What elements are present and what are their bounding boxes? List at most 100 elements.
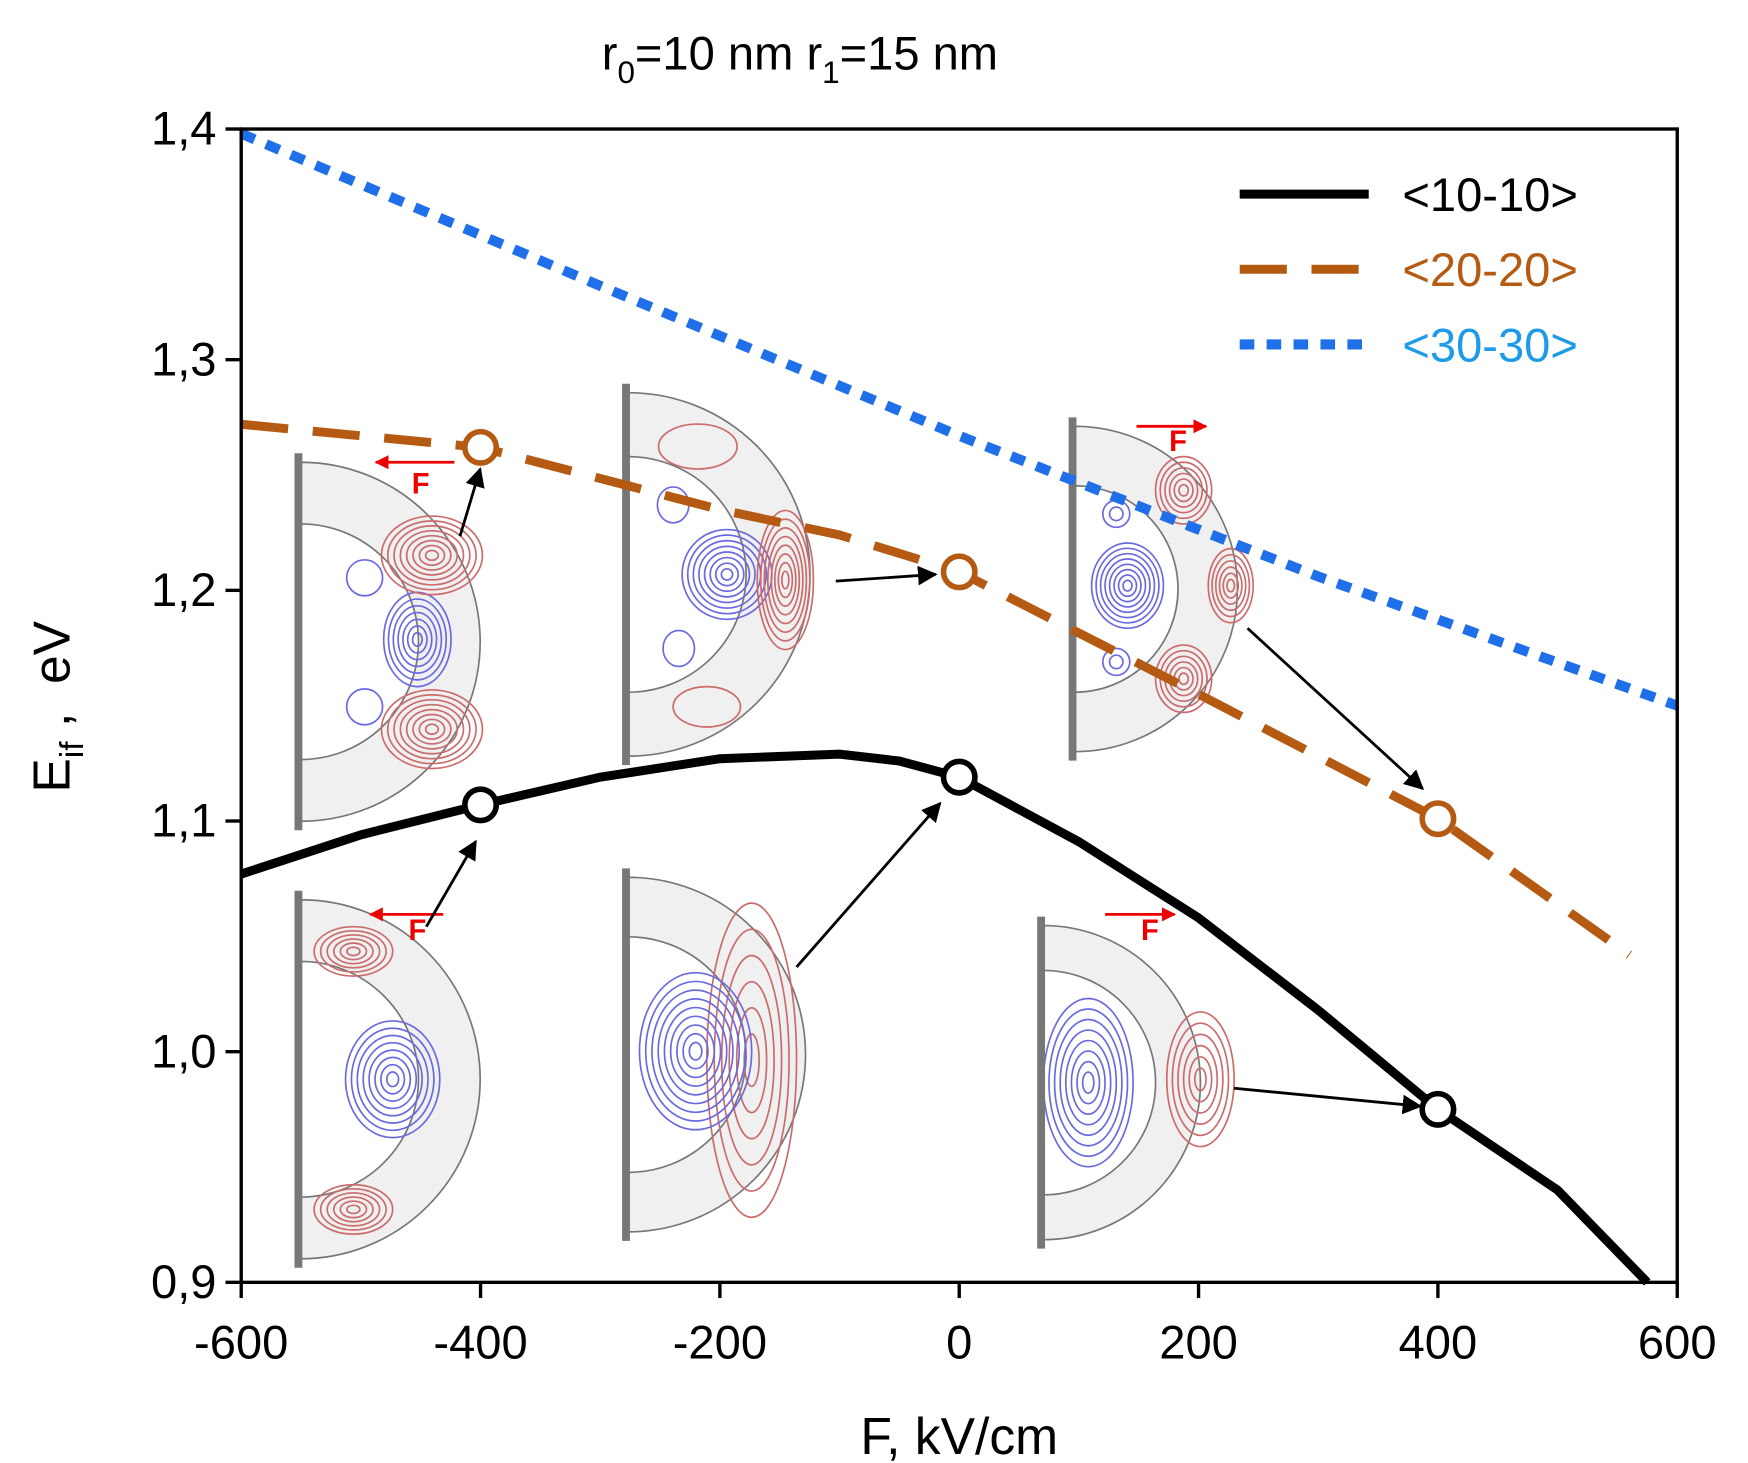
contour — [399, 529, 465, 581]
x-tick-label: -400 — [433, 1316, 527, 1369]
contour — [1178, 672, 1190, 686]
contour — [1053, 1018, 1123, 1147]
legend-label: <30-30> — [1402, 318, 1578, 371]
arrow — [1233, 1086, 1423, 1115]
contour — [412, 713, 452, 745]
contour — [332, 1196, 374, 1223]
contour — [1193, 1067, 1207, 1092]
contour — [1099, 552, 1156, 619]
highlight-point — [462, 428, 500, 466]
contour — [698, 545, 756, 604]
contour — [405, 534, 459, 576]
title-sub: 1 — [822, 55, 839, 90]
contour — [669, 1015, 722, 1087]
contour — [773, 553, 797, 607]
plot-root: FFF F r0=10 nm r1=15 nm Eif , eV F, kV/cm… — [23, 27, 1717, 1463]
contour — [1177, 1033, 1224, 1125]
contour — [709, 556, 745, 593]
contour — [1226, 578, 1236, 593]
y-label-sub: if — [54, 741, 91, 758]
contour — [411, 631, 423, 648]
x-tick-label: 0 — [946, 1316, 972, 1369]
highlight-point — [940, 758, 978, 796]
y-label-part: , eV — [23, 620, 81, 741]
contour — [1182, 1044, 1219, 1114]
inset: F — [1037, 907, 1235, 1249]
arrow — [1246, 627, 1425, 791]
contour — [663, 1006, 728, 1096]
contour — [638, 971, 753, 1131]
contour — [386, 520, 477, 591]
contour — [1101, 647, 1131, 677]
contour — [1095, 547, 1160, 624]
contour — [380, 689, 484, 770]
y-tick-label: 1,4 — [151, 102, 217, 155]
contour — [688, 1041, 703, 1061]
contour — [1222, 572, 1240, 599]
contour — [386, 694, 477, 765]
contour — [1211, 553, 1251, 618]
contour — [362, 1041, 423, 1117]
highlight-point — [940, 553, 978, 591]
contour — [313, 925, 394, 977]
arrows — [425, 467, 1425, 1115]
contour — [346, 946, 361, 957]
contour — [402, 618, 433, 661]
y-label-part: E — [23, 758, 81, 792]
legend-label: <10-10> — [1402, 168, 1578, 221]
contour — [339, 942, 368, 961]
contour — [777, 561, 794, 599]
x-tick-label: 200 — [1159, 1316, 1238, 1369]
field-label: F — [412, 469, 430, 501]
contour — [368, 1049, 418, 1110]
contour — [393, 525, 471, 586]
contour — [1218, 566, 1243, 605]
contour — [763, 527, 808, 634]
contour — [735, 1006, 768, 1114]
contour — [756, 509, 815, 651]
contour — [319, 929, 387, 973]
series-line — [240, 419, 1632, 959]
contour — [313, 1183, 394, 1235]
x-tick-label: 600 — [1638, 1316, 1717, 1369]
contour — [1048, 1008, 1129, 1158]
contour — [662, 629, 696, 668]
contour — [326, 1192, 381, 1227]
inset: F — [294, 453, 484, 831]
contour — [345, 558, 384, 597]
inset — [622, 868, 807, 1241]
x-tick-label: -200 — [673, 1316, 767, 1369]
contour — [1165, 1011, 1235, 1148]
y-axis-label: Eif , eV — [23, 620, 91, 792]
field-label: F — [408, 915, 426, 947]
x-tick-label: -600 — [194, 1316, 288, 1369]
contour — [651, 989, 741, 1114]
title-part: =15 nm — [840, 27, 998, 80]
contour — [392, 604, 443, 674]
contour — [1108, 654, 1124, 670]
contour — [385, 1071, 400, 1088]
contour — [344, 1020, 441, 1139]
contour — [405, 708, 459, 750]
contour — [676, 1024, 716, 1079]
contour — [1076, 1060, 1101, 1105]
contour — [657, 998, 734, 1105]
contour — [350, 1027, 435, 1132]
contour — [766, 535, 804, 625]
arrow — [835, 565, 938, 586]
contour — [728, 980, 775, 1140]
y-tick-label: 0,9 — [151, 1255, 217, 1308]
contour — [374, 1056, 412, 1102]
contour — [399, 703, 465, 755]
x-axis-label: F, kV/cm — [860, 1407, 1058, 1463]
y-tick-label: 1,2 — [151, 563, 217, 616]
contour — [1113, 568, 1142, 603]
contour — [380, 1063, 406, 1095]
contour — [1154, 644, 1213, 714]
contour — [714, 562, 740, 587]
contour — [1117, 574, 1138, 598]
arrow — [458, 467, 485, 537]
contour — [319, 1187, 387, 1231]
